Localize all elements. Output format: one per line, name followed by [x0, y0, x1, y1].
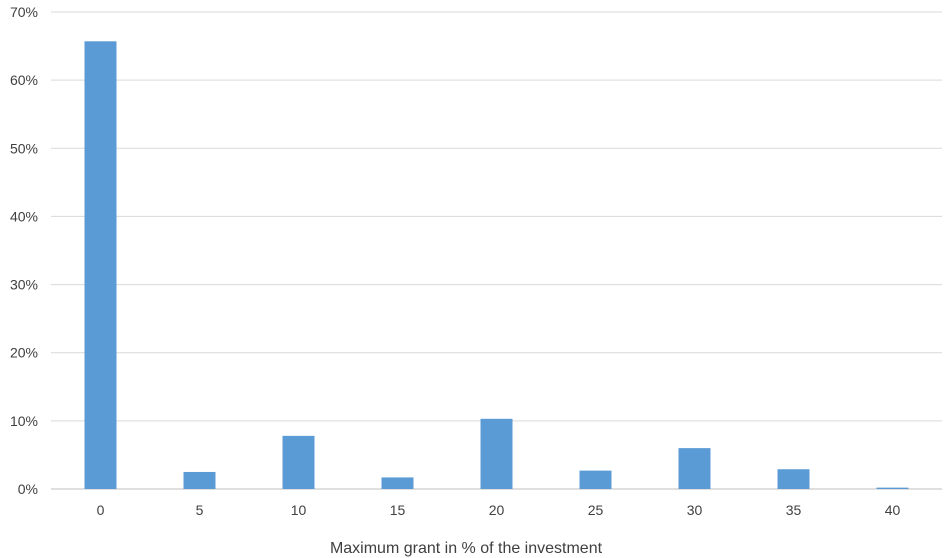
bar-20 [480, 418, 513, 489]
y-tick-label: 60% [10, 72, 38, 88]
x-axis-ticks: 0 5 10 15 20 25 30 35 40 [97, 502, 901, 518]
bar-40 [876, 487, 909, 489]
x-tick-label: 15 [390, 502, 406, 518]
bar-0 [84, 41, 117, 490]
x-tick-label: 5 [196, 502, 204, 518]
y-tick-label: 30% [10, 277, 38, 293]
bar-10 [282, 435, 315, 489]
gridlines [51, 11, 942, 490]
x-tick-label: 0 [97, 502, 105, 518]
bar-15 [381, 477, 414, 489]
x-tick-label: 20 [489, 502, 505, 518]
bar-25 [579, 470, 612, 489]
x-tick-label: 35 [786, 502, 802, 518]
y-tick-label: 20% [10, 345, 38, 361]
bars [84, 41, 909, 490]
y-tick-label: 50% [10, 140, 38, 156]
x-axis-title: Maximum grant in % of the investment [330, 540, 603, 557]
y-tick-label: 40% [10, 208, 38, 224]
bar-30 [678, 448, 711, 489]
bar-5 [183, 471, 216, 489]
x-tick-label: 40 [885, 502, 901, 518]
y-tick-label: 10% [10, 413, 38, 429]
y-tick-label: 70% [10, 4, 38, 20]
x-tick-label: 25 [588, 502, 604, 518]
y-axis-ticks: 0% 10% 20% 30% 40% 50% 60% 70% [10, 4, 38, 497]
x-tick-label: 30 [687, 502, 703, 518]
y-tick-label: 0% [18, 481, 38, 497]
bar-35 [777, 469, 810, 489]
x-tick-label: 10 [291, 502, 307, 518]
